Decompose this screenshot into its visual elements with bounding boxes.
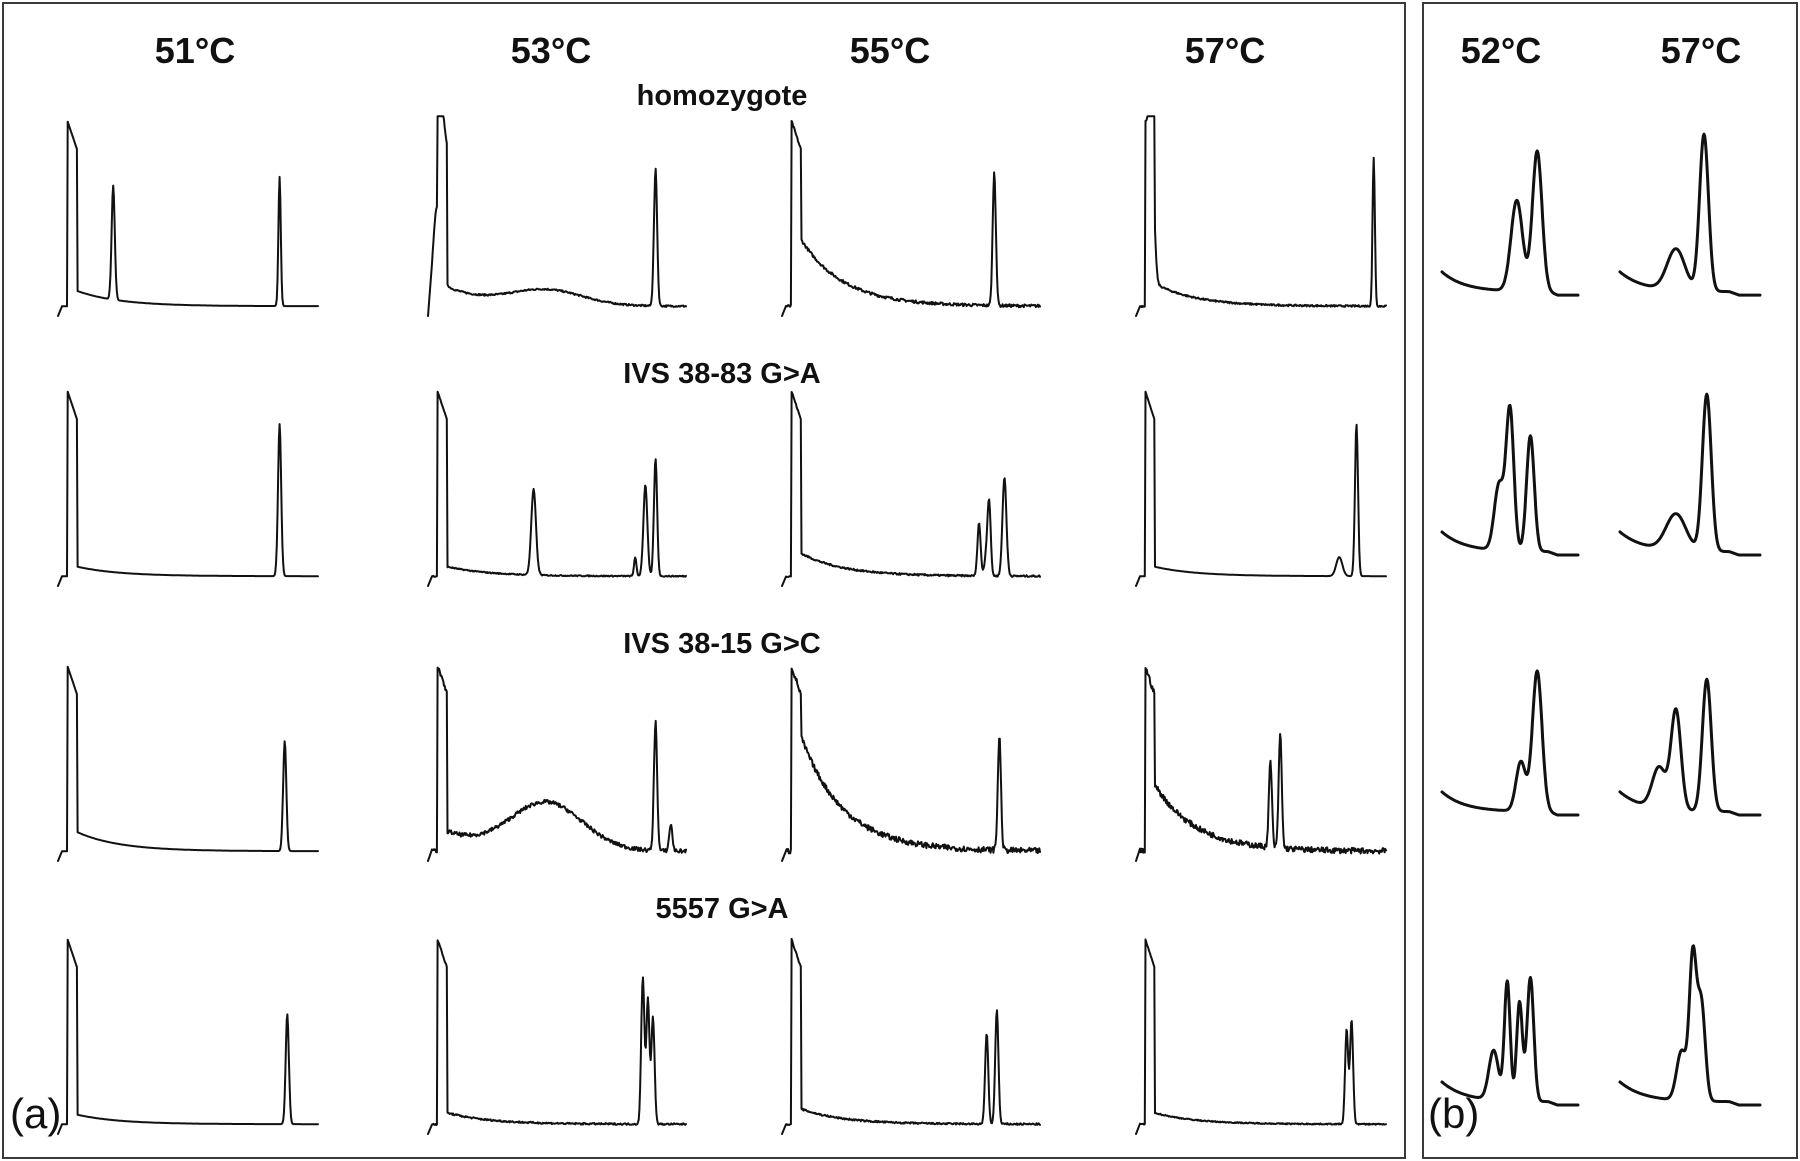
trace-a-r2-c2 [427, 390, 687, 587]
trace-a-r2-c4 [1135, 390, 1387, 587]
panel-a-column-label: 57°C [1184, 30, 1266, 71]
row-label: 5557 G>A [655, 893, 789, 925]
trace-b-r3-c1 [1440, 669, 1580, 817]
panel-a-letter: (a) [10, 1090, 62, 1137]
trace-a-r3-c2 [427, 666, 687, 862]
row-label: homozygote [636, 80, 808, 112]
panel-b-letter: (b) [1428, 1090, 1480, 1137]
trace-a-r2-c1 [57, 390, 319, 587]
trace-b-r4-c2 [1618, 944, 1762, 1107]
panel-a-column-label: 55°C [849, 30, 931, 71]
trace-b-r3-c2 [1618, 677, 1762, 817]
trace-b-r1-c1 [1440, 149, 1580, 297]
panel-b-column-label: 52°C [1460, 30, 1542, 71]
row-label: IVS 38-83 G>A [623, 358, 821, 390]
panel-b [1422, 2, 1798, 1159]
trace-b-r2-c2 [1618, 392, 1762, 557]
trace-a-r1-c1 [57, 120, 319, 317]
trace-a-r1-c3 [781, 120, 1041, 317]
trace-a-r1-c4 [1135, 115, 1387, 317]
trace-a-r2-c3 [781, 391, 1041, 587]
trace-b-r1-c2 [1618, 132, 1762, 297]
panel-a-column-label: 53°C [510, 30, 592, 71]
trace-a-r1-c2 [427, 115, 687, 317]
trace-a-r4-c2 [427, 939, 687, 1135]
trace-a-r3-c4 [1135, 667, 1387, 862]
trace-b-r4-c1 [1440, 976, 1580, 1107]
trace-a-r4-c1 [57, 938, 319, 1135]
trace-a-r4-c4 [1135, 938, 1387, 1135]
trace-a-r3-c1 [57, 665, 319, 862]
trace-a-r3-c3 [781, 667, 1041, 862]
trace-a-r4-c3 [781, 937, 1041, 1135]
row-label: IVS 38-15 G>C [623, 628, 821, 660]
trace-b-r2-c1 [1440, 403, 1580, 557]
panel-a-column-label: 51°C [154, 30, 236, 71]
panel-b-column-label: 57°C [1660, 30, 1742, 71]
panel-a [2, 2, 1406, 1159]
